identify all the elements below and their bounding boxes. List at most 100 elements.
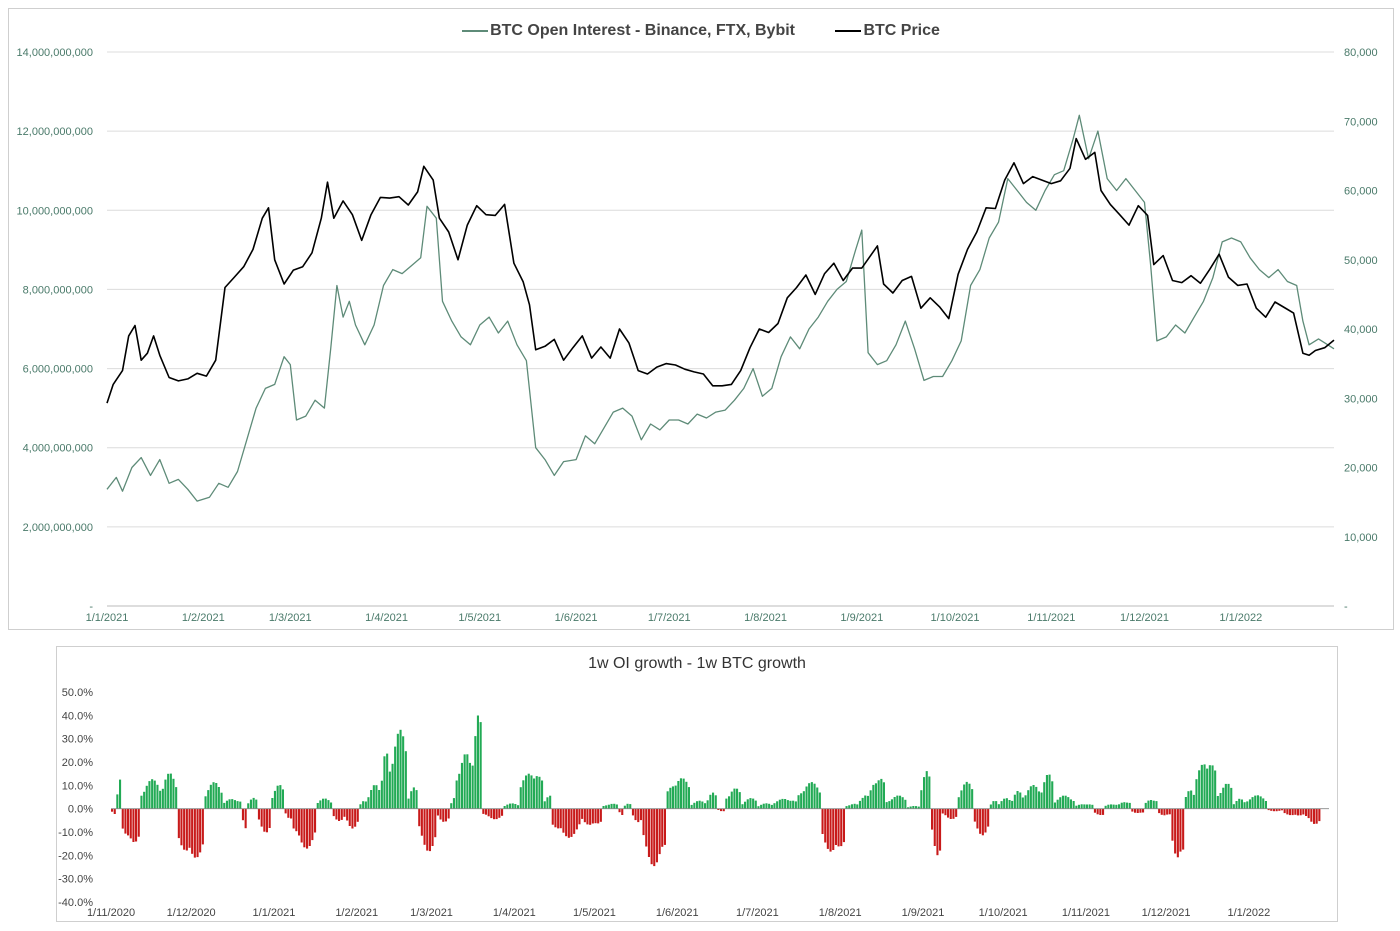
growth-diff-bar [893, 797, 896, 809]
growth-diff-bar [519, 787, 522, 809]
x-tick-label: 1/5/2021 [573, 907, 616, 919]
x-tick-label: 1/1/2021 [253, 907, 296, 919]
y-right-tick-label: 40,000 [1344, 324, 1378, 336]
growth-diff-bar [1211, 765, 1214, 809]
growth-diff-bar [1313, 808, 1316, 824]
open-interest-line [106, 114, 1335, 502]
growth-diff-bar [284, 808, 287, 814]
growth-diff-bar [1192, 794, 1195, 809]
growth-diff-bar [992, 801, 995, 809]
growth-diff-bar [1318, 808, 1321, 822]
growth-diff-bar [981, 808, 984, 836]
growth-diff-bar [936, 808, 939, 856]
growth-diff-bar [800, 793, 803, 809]
growth-diff-bar [525, 775, 528, 809]
growth-diff-bar [330, 802, 333, 809]
growth-diff-bar [394, 746, 397, 809]
y-left-tick-label: 6,000,000,000 [23, 364, 93, 376]
growth-diff-bar [1131, 808, 1134, 812]
growth-diff-bar [1139, 808, 1142, 813]
growth-diff-bar [714, 795, 717, 809]
growth-diff-bar [1200, 764, 1203, 809]
growth-diff-bar [407, 798, 410, 809]
growth-diff-bar [1240, 799, 1243, 809]
growth-diff-bar [1056, 799, 1059, 809]
x-tick-label: 1/4/2021 [493, 907, 536, 919]
growth-diff-bar [452, 798, 455, 809]
growth-diff-bar [135, 808, 138, 842]
growth-diff-bar [565, 808, 568, 837]
growth-diff-bar [610, 803, 613, 809]
growth-diff-bar [888, 801, 891, 809]
y-tick-label: 30.0% [62, 734, 93, 746]
growth-diff-bar [116, 794, 119, 809]
growth-diff-bar [255, 799, 258, 809]
growth-diff-bar [1091, 804, 1094, 809]
growth-diff-bar [498, 808, 501, 818]
growth-diff-bar [722, 808, 725, 812]
x-tick-label: 1/12/2021 [1142, 907, 1191, 919]
growth-diff-bar [1037, 791, 1040, 809]
x-tick-label: 1/8/2021 [744, 612, 787, 624]
growth-diff-bar [626, 803, 629, 809]
growth-diff-bar [581, 808, 584, 819]
growth-diff-bar [391, 763, 394, 809]
x-tick-label: 1/11/2021 [1027, 612, 1075, 624]
growth-diff-bar [375, 785, 378, 809]
growth-diff-bar [1238, 798, 1241, 809]
growth-diff-bar [1160, 808, 1163, 815]
x-tick-label: 1/11/2021 [1062, 907, 1110, 919]
growth-diff-bar [562, 808, 565, 833]
x-tick-label: 1/3/2021 [269, 612, 312, 624]
growth-diff-bar [685, 781, 688, 809]
growth-diff-bar [196, 808, 199, 858]
growth-diff-bar [1027, 790, 1030, 809]
growth-diff-bar [1182, 808, 1185, 850]
x-tick-label: 1/6/2021 [656, 907, 699, 919]
growth-diff-bar [671, 786, 674, 809]
growth-diff-bar [543, 801, 546, 809]
growth-diff-bar [1043, 782, 1046, 809]
growth-diff-bar [124, 808, 127, 834]
growth-diff-bar [704, 803, 707, 809]
growth-diff-bar [1080, 804, 1083, 809]
growth-diff-bar [517, 805, 520, 809]
growth-diff-bar [904, 799, 907, 809]
growth-diff-bar [757, 806, 760, 809]
growth-diff-bar [1307, 808, 1310, 819]
growth-diff-bar [965, 781, 968, 809]
y-tick-label: 0.0% [68, 804, 93, 816]
growth-diff-bar [180, 808, 183, 846]
y-left-tick-label: 14,000,000,000 [17, 47, 93, 59]
growth-diff-bar [784, 799, 787, 809]
growth-diff-bar [1248, 799, 1251, 809]
growth-diff-bar [247, 803, 250, 809]
growth-diff-bar [236, 801, 239, 809]
growth-diff-bar [1096, 808, 1099, 815]
growth-diff-bar [730, 791, 733, 809]
growth-diff-bar [573, 808, 576, 834]
growth-diff-bar [597, 808, 600, 824]
growth-diff-bar [1061, 795, 1064, 809]
y-tick-label: 10.0% [62, 780, 93, 792]
growth-diff-bar [479, 722, 482, 809]
growth-diff-bar [367, 797, 370, 809]
growth-diff-bar [728, 796, 731, 809]
growth-diff-bar [340, 808, 343, 820]
growth-diff-bar [1254, 795, 1257, 809]
growth-diff-bar [781, 798, 784, 809]
x-tick-label: 1/6/2021 [555, 612, 598, 624]
growth-diff-bar [1176, 808, 1179, 858]
growth-diff-bar [188, 808, 191, 848]
growth-diff-bar [752, 798, 755, 809]
growth-diff-bar [575, 808, 578, 830]
growth-diff-bar [920, 790, 923, 809]
growth-diff-bar [1203, 764, 1206, 809]
growth-diff-bar [1246, 801, 1249, 809]
growth-diff-bar [931, 808, 934, 830]
y-tick-label: 40.0% [62, 710, 93, 722]
growth-diff-bar [810, 782, 813, 809]
growth-diff-bar [343, 808, 346, 817]
growth-diff-bar [455, 780, 458, 809]
growth-diff-bar [436, 808, 439, 816]
